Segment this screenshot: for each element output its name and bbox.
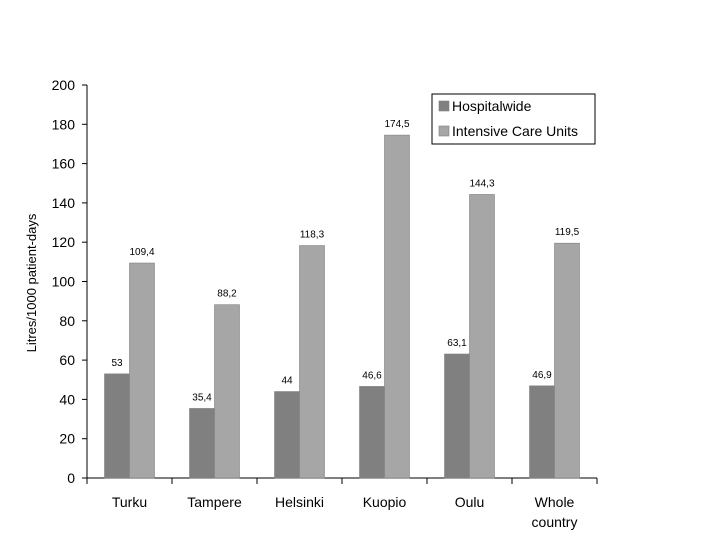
legend-box: [431, 93, 596, 145]
y-tick-label: 120: [52, 234, 76, 250]
bar-icu: [299, 245, 325, 479]
y-tick-label: 140: [52, 195, 76, 211]
data-label-hospitalwide: 35,4: [192, 392, 212, 403]
y-tick-label: 80: [59, 313, 75, 329]
y-tick-label: 200: [52, 77, 76, 93]
bar-hospitalwide: [529, 385, 555, 479]
y-axis-title: Litres/1000 patient-days: [24, 213, 39, 352]
y-tick-label: 160: [52, 156, 76, 172]
y-tick-label: 180: [52, 116, 76, 132]
data-label-icu: 109,4: [129, 247, 154, 258]
x-category-label: Kuopio: [363, 494, 407, 510]
bar-hospitalwide: [104, 373, 130, 479]
data-label-icu: 118,3: [300, 230, 325, 241]
x-category-label-line: Turku: [112, 494, 147, 510]
x-category-label: Whole country: [532, 494, 578, 530]
y-tick-label: 20: [59, 431, 75, 447]
bar-hospitalwide: [359, 386, 385, 479]
x-category-label-line: country: [532, 514, 578, 530]
data-label-hospitalwide: 63,1: [447, 338, 467, 349]
x-category-label-line: Tampere: [187, 494, 242, 510]
x-category-label: Helsinki: [275, 494, 324, 510]
x-category-label: Oulu: [455, 494, 485, 510]
data-label-hospitalwide: 46,6: [362, 370, 382, 381]
bar-icu: [129, 262, 155, 479]
y-tick-label: 0: [67, 470, 75, 486]
legend-swatch: [438, 100, 450, 112]
data-label-hospitalwide: 46,9: [532, 370, 552, 381]
x-category-label-line: Whole: [535, 494, 575, 510]
x-category-label: Turku: [112, 494, 147, 510]
bar-hospitalwide: [189, 408, 215, 479]
y-tick-label: 60: [59, 352, 75, 368]
bar-icu: [469, 194, 495, 479]
x-category-label-line: Helsinki: [275, 494, 324, 510]
y-tick-label: 40: [59, 391, 75, 407]
x-category-label-line: Oulu: [455, 494, 485, 510]
bar-icu: [214, 304, 240, 479]
bar-icu: [384, 134, 410, 479]
bar-hospitalwide: [274, 391, 300, 479]
data-label-hospitalwide: 53: [111, 358, 123, 369]
data-label-hospitalwide: 44: [281, 376, 293, 387]
bar-icu: [554, 242, 580, 479]
bar-hospitalwide: [444, 353, 470, 479]
data-label-icu: 88,2: [217, 289, 237, 300]
data-label-icu: 119,5: [555, 227, 580, 238]
legend-entry-label: Intensive Care Units: [452, 123, 578, 139]
x-category-label: Tampere: [187, 494, 242, 510]
data-label-icu: 174,5: [384, 119, 409, 130]
y-tick-label: 100: [52, 274, 76, 290]
x-category-label-line: Kuopio: [363, 494, 407, 510]
legend-entry-label: Hospitalwide: [452, 98, 532, 114]
legend-swatch: [438, 125, 450, 137]
data-label-icu: 144,3: [469, 178, 494, 189]
